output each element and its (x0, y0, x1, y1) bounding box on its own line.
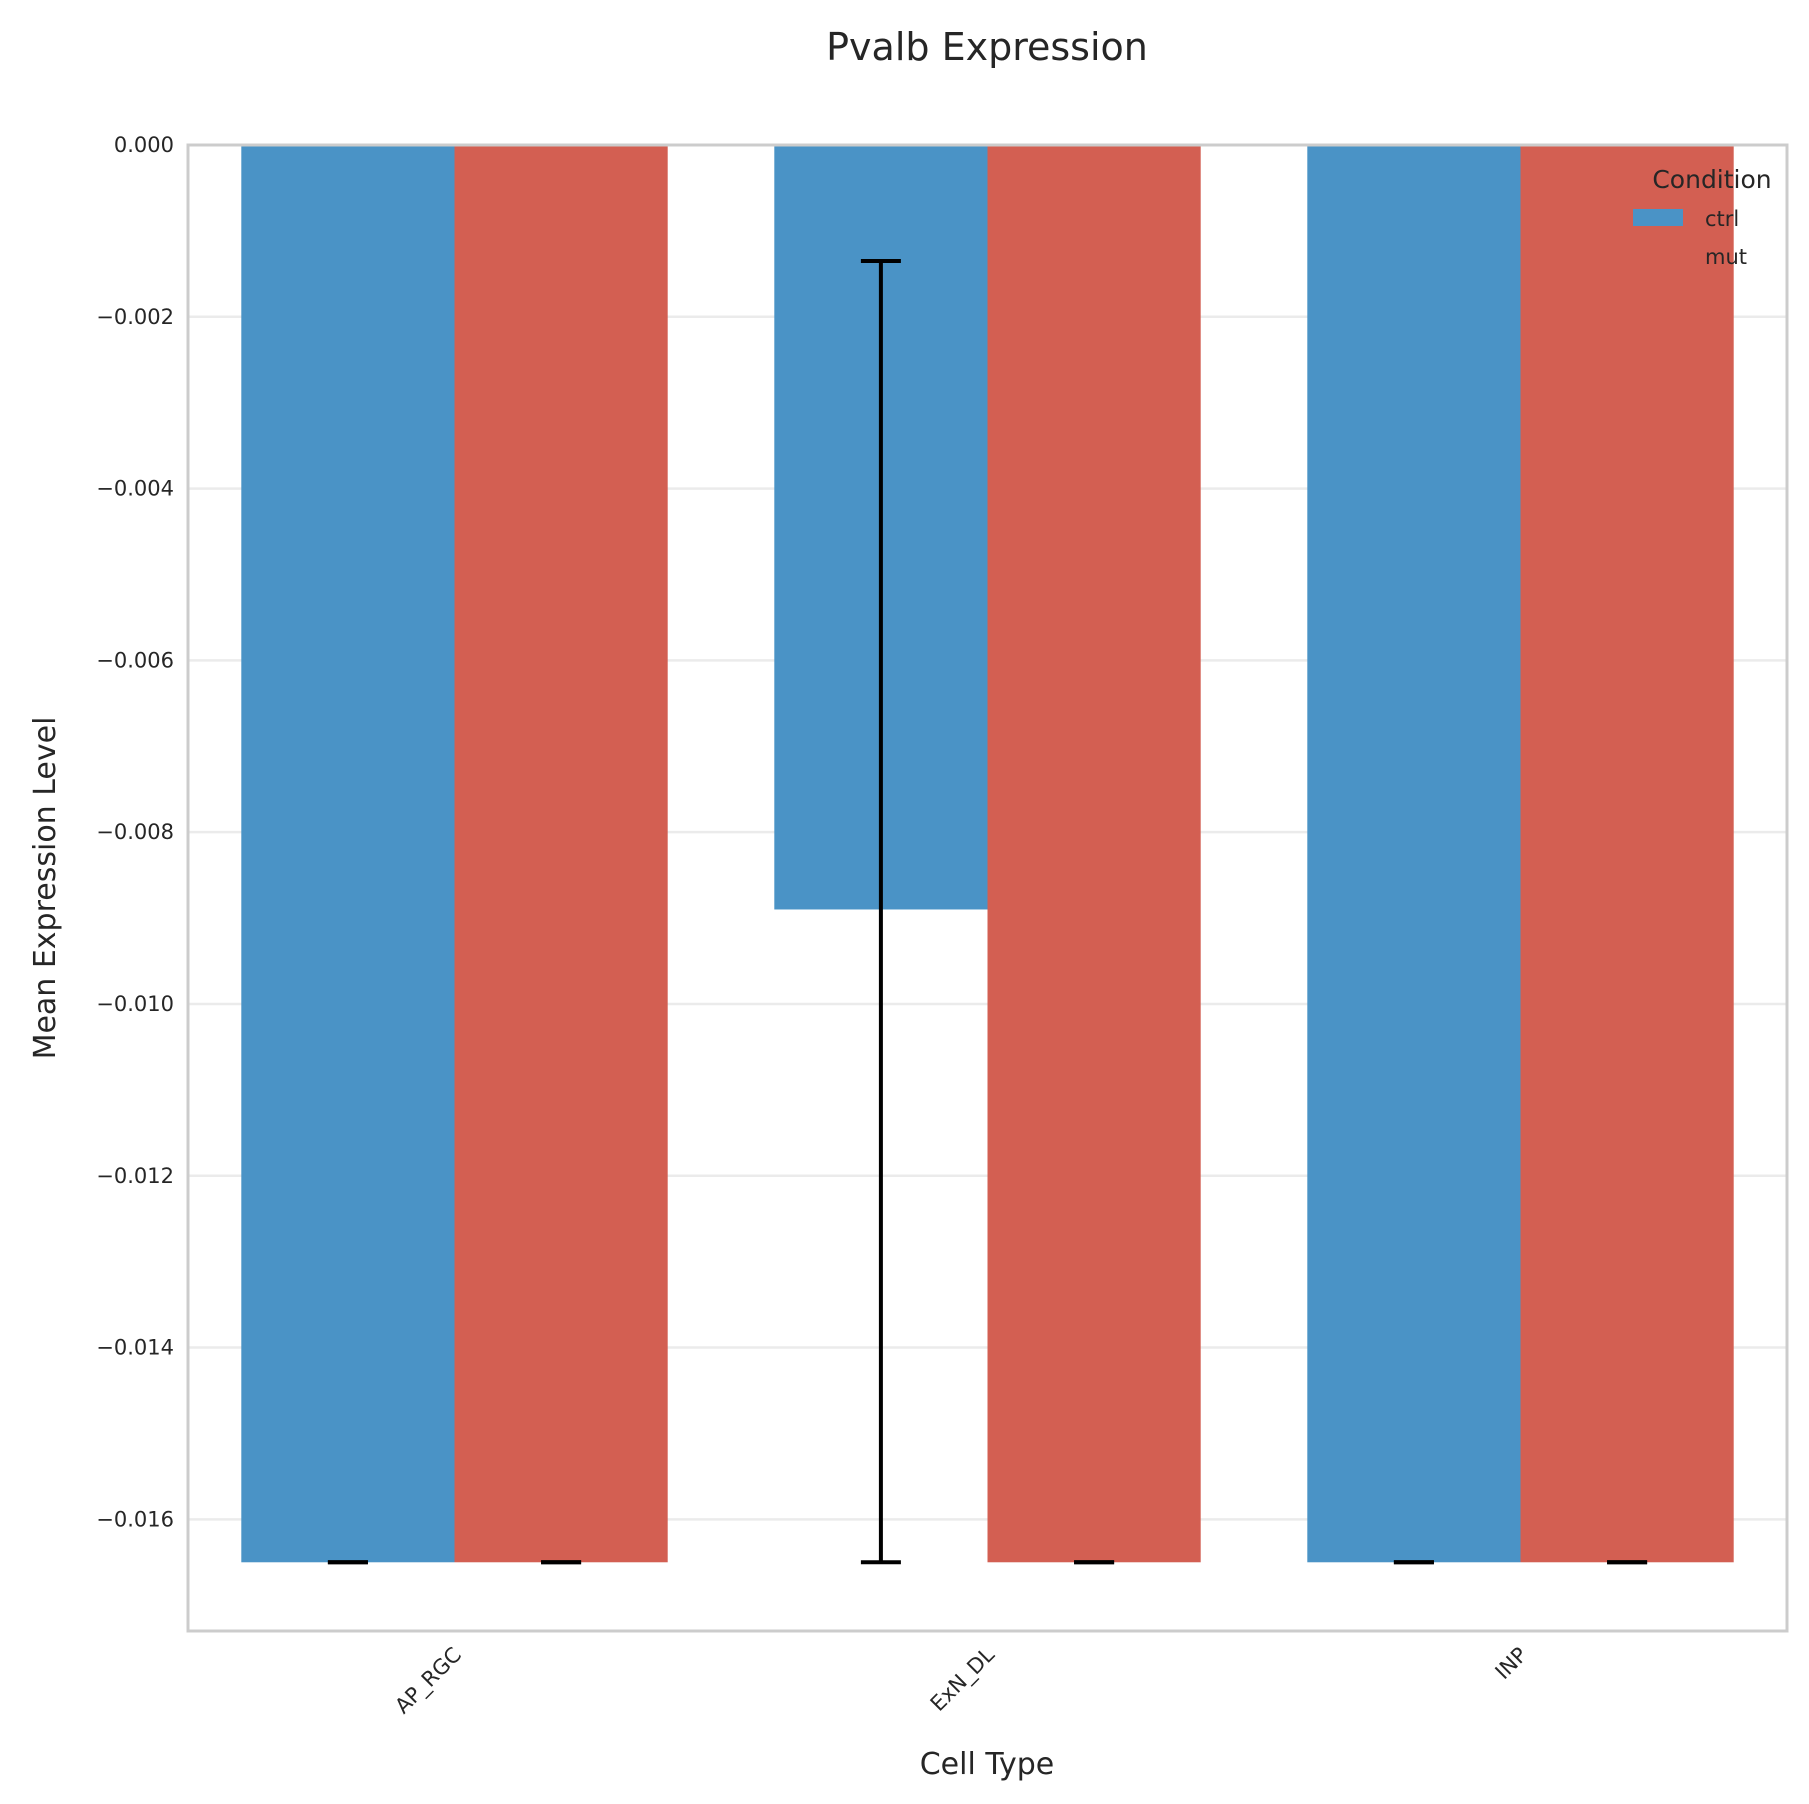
bar-mut-INP (1520, 145, 1734, 1563)
y-tick-labels: 0.000 −0.002 −0.004 −0.006 −0.008 −0.010 −0.01… (96, 133, 174, 1531)
bars (241, 145, 1734, 1563)
y-tick-label: −0.012 (96, 1164, 174, 1188)
bar-mut-ExN_DL (987, 145, 1201, 1563)
plot-frame (186, 143, 1789, 1633)
legend-label-ctrl: ctrl (1705, 207, 1739, 231)
x-tick-label: AP_RGC (390, 1643, 466, 1719)
y-tick-label: 0.000 (114, 133, 174, 157)
legend-label-mut: mut (1705, 245, 1747, 269)
legend: Condition ctrl mut (1633, 165, 1772, 269)
y-tick-label: −0.010 (96, 992, 174, 1016)
y-tick-label: −0.002 (96, 305, 174, 329)
y-tick-label: −0.008 (96, 820, 174, 844)
y-tick-label: −0.004 (96, 477, 174, 501)
legend-swatch-ctrl (1633, 209, 1683, 226)
x-axis-label: Cell Type (920, 1747, 1055, 1782)
y-tick-label: −0.006 (96, 648, 174, 672)
error-bars (327, 258, 1648, 1565)
y-tick-label: −0.014 (96, 1336, 174, 1360)
bar-mut-AP_RGC (454, 145, 668, 1563)
x-tick-labels: AP_RGC ExN_DL INP (390, 1642, 1532, 1719)
y-axis-label: Mean Expression Level (28, 717, 63, 1060)
x-tick-label: INP (1491, 1643, 1532, 1684)
bar-ctrl-INP (1307, 145, 1521, 1563)
y-tick-label: −0.016 (96, 1507, 174, 1531)
bar-ctrl-AP_RGC (241, 145, 455, 1563)
x-tick-label: ExN_DL (926, 1642, 1000, 1716)
chart-title: Pvalb Expression (826, 25, 1148, 69)
legend-title: Condition (1652, 165, 1771, 194)
